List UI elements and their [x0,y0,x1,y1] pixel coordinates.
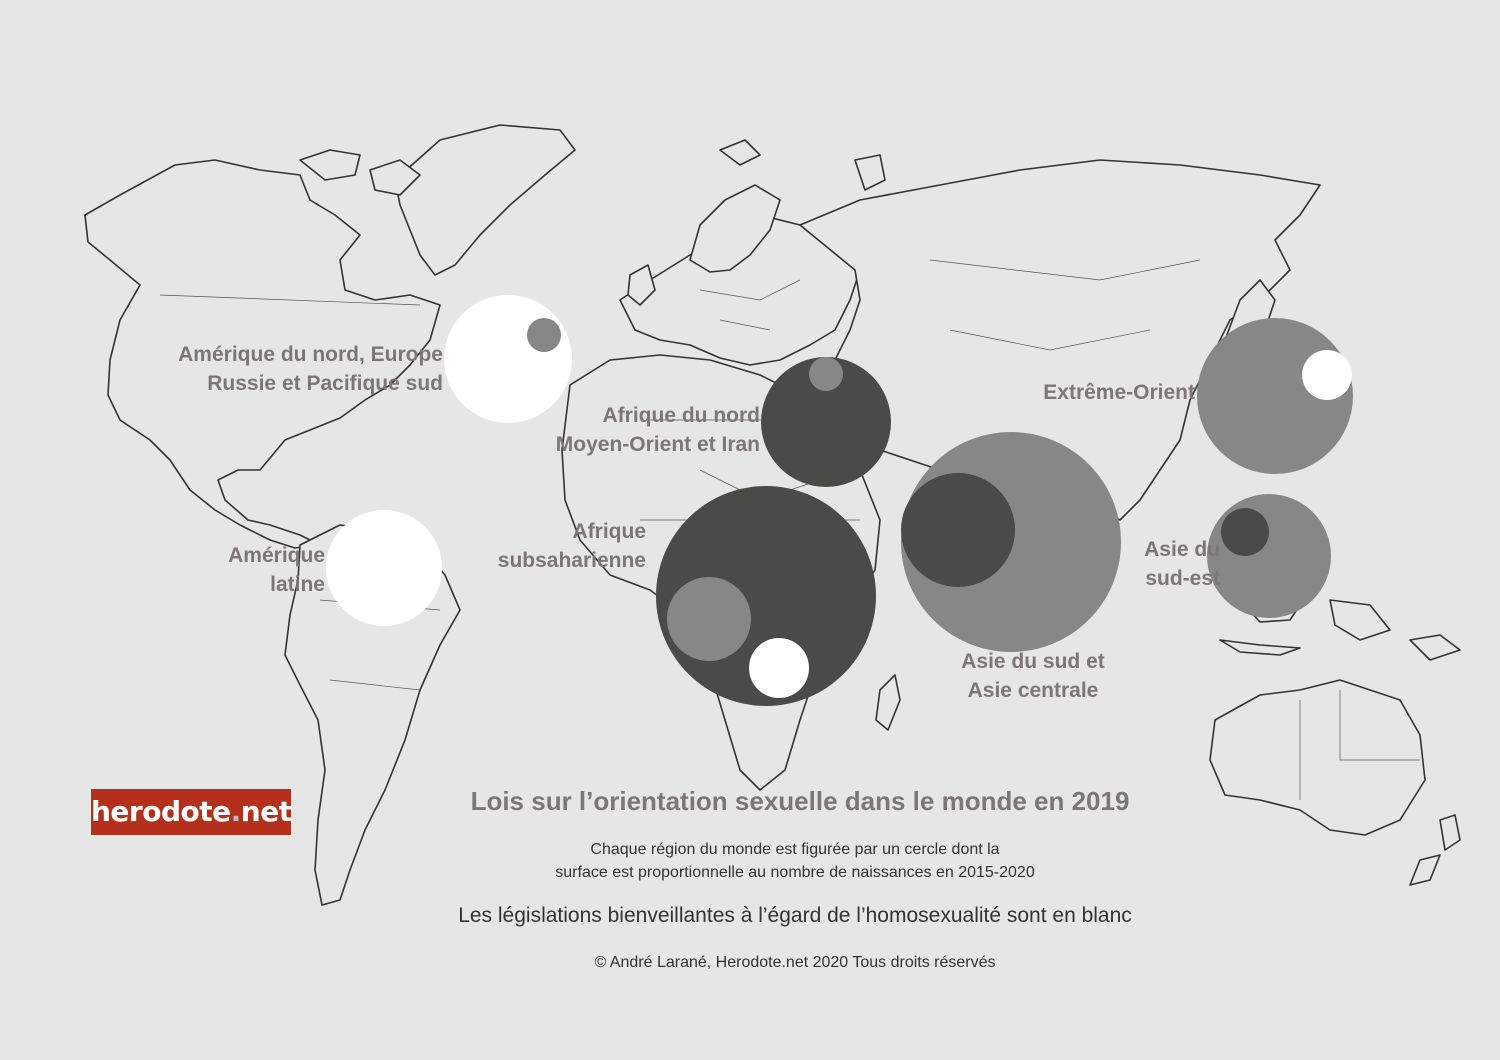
label-sea: Asie du sud-est [1095,535,1220,593]
subtitle-line1: Chaque région du monde est figurée par u… [590,841,1000,858]
australia-landmass [1209,679,1426,836]
label-far-east: Extrême-Orient [990,378,1195,407]
label-sea-line2: sud-est [1145,567,1220,590]
label-latam-line2: latine [270,573,325,596]
label-latam: Amérique latine [180,541,325,599]
circle-mena-inner [809,357,843,391]
logo-part1: herodote [91,795,231,828]
circle-sea-inner [1221,508,1269,556]
label-ssa-line1: Afrique [572,520,647,543]
herodote-logo[interactable]: herodote.net [91,789,292,835]
new-zealand [1409,814,1461,886]
subtitle-line2: surface est proportionnelle au nombre de… [555,864,1035,881]
circle-mena [761,357,891,487]
label-south-asia-line2: Asie centrale [967,679,1099,702]
label-mena: Afrique du nord Moyen-Orient et Iran [480,401,760,459]
label-mena-line1: Afrique du nord [602,404,760,427]
logo-dot: . [230,795,242,828]
circle-ssa-inner-grey [667,577,751,661]
greenland [394,124,576,276]
map-title: Lois sur l’orientation sexuelle dans le … [470,786,1130,816]
scandinavia [689,184,781,273]
label-mena-line2: Moyen-Orient et Iran [555,433,760,456]
label-far-east-line1: Extrême-Orient [1043,381,1195,404]
label-ssa: Afrique subsaharienne [430,517,646,575]
label-north-line2: Russie et Pacifique sud [207,372,443,395]
circle-north-inner [527,318,561,352]
circle-ssa-inner-white [749,638,809,698]
map-subtitle: Chaque région du monde est figurée par u… [470,838,1120,884]
label-north: Amérique du nord, Europe Russie et Pacif… [120,340,443,398]
copyright-text: © André Larané, Herodote.net 2020 Tous d… [594,954,996,971]
label-north-line1: Amérique du nord, Europe [178,343,443,366]
circle-sea [1207,494,1331,618]
label-latam-line1: Amérique [228,544,325,567]
logo-part2: net [240,795,292,828]
arctic-islands [299,139,886,196]
madagascar [875,674,901,731]
label-south-asia-line1: Asie du sud et [961,650,1105,673]
label-ssa-line2: subsaharienne [497,549,646,572]
north-america-landmass [84,159,441,549]
label-sea-line1: Asie du [1144,538,1220,561]
label-south-asia: Asie du sud et Asie centrale [920,647,1146,705]
british-isles [627,264,656,306]
circle-far-east-inner [1302,350,1352,400]
legend-text: Les législations bienveillantes à l’égar… [458,904,1132,927]
circle-latam [326,510,442,626]
circle-south-asia-inner [901,473,1015,587]
